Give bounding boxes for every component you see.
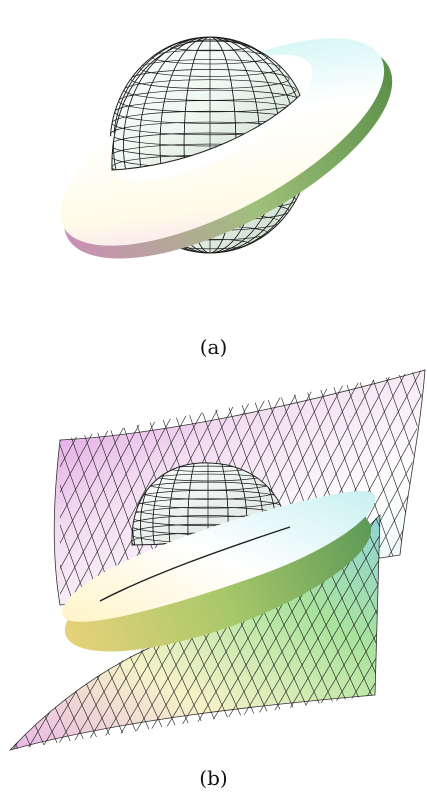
mesh-line <box>402 505 427 755</box>
mesh-line <box>412 505 427 755</box>
mesh-line <box>10 515 49 750</box>
mesh-line <box>10 515 49 750</box>
mesh-line <box>10 515 21 750</box>
mesh-line <box>0 365 18 615</box>
mesh-line <box>0 365 46 615</box>
mesh-line <box>0 365 36 615</box>
parallel-line <box>131 506 285 527</box>
panel-b <box>0 365 427 755</box>
mesh-line <box>0 505 7 755</box>
sphere-ring-saddle-figure <box>0 365 427 755</box>
mesh-line <box>355 515 380 750</box>
mesh-line <box>10 515 21 750</box>
mesh-line <box>0 365 50 615</box>
mesh-line <box>10 515 35 750</box>
mesh-line <box>60 370 61 605</box>
mesh-line <box>353 370 425 605</box>
caption-a: (a) <box>199 335 228 359</box>
mesh-line <box>0 365 8 615</box>
sphere-upper <box>111 39 313 182</box>
sphere-ring-figure <box>59 36 393 259</box>
mesh-line <box>10 515 35 750</box>
mesh-line <box>60 370 92 605</box>
caption-b: (b) <box>199 766 228 790</box>
mesh-line <box>398 505 427 755</box>
mesh-line <box>60 370 64 605</box>
mesh-line <box>60 370 78 605</box>
mesh-line <box>0 505 6 755</box>
mesh-line <box>0 365 32 615</box>
meridian-line <box>113 39 300 171</box>
ring-top <box>61 491 376 622</box>
mesh-line <box>0 365 4 615</box>
mesh-line <box>0 365 22 615</box>
mesh-line <box>395 370 425 605</box>
panel-a <box>0 0 427 300</box>
mesh-line <box>416 505 427 755</box>
mesh-line <box>60 370 106 605</box>
mesh-line <box>381 370 425 605</box>
parallel-line <box>111 121 300 147</box>
